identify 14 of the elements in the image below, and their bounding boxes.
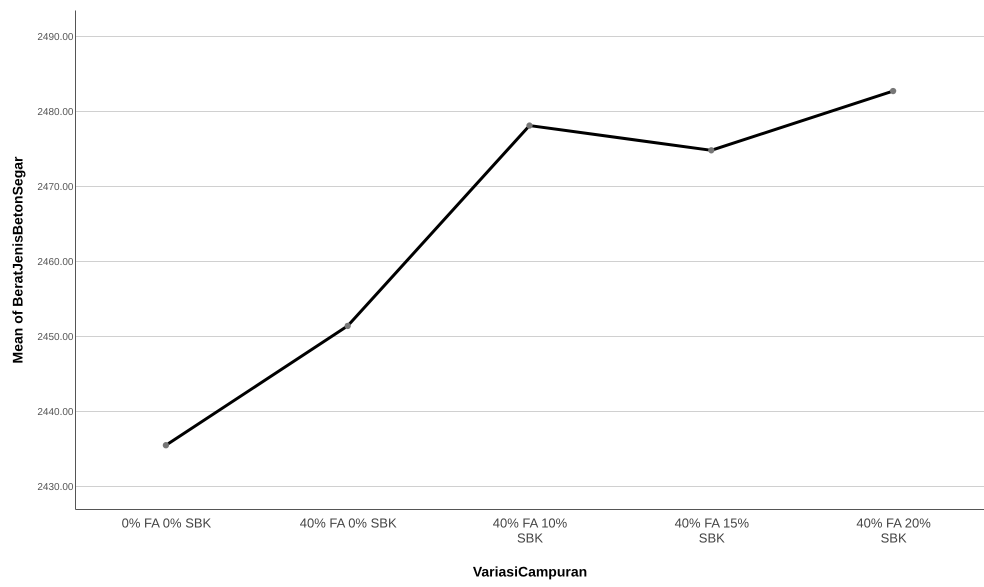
y-tick-label: 2480.00 — [37, 106, 74, 118]
y-axis-title: Mean of BeratJenisBetonSegar — [9, 156, 26, 364]
x-axis-title: VariasiCampuran — [472, 564, 588, 580]
y-tick-label: 2430.00 — [37, 482, 74, 493]
x-tick-label: 40% FA 15% SBK — [674, 516, 750, 546]
y-tick-label: 2490.00 — [37, 32, 74, 43]
y-tick-label: 2440.00 — [37, 406, 74, 418]
x-tick-label: 0% FA 0% SBK — [122, 516, 212, 530]
x-tick-label: 40% FA 10% SBK — [492, 516, 568, 546]
x-tick-label: 40% FA 20% SBK — [856, 516, 932, 546]
x-tick-label: 40% FA 0% SBK — [300, 516, 397, 530]
y-tick-label: 2460.00 — [37, 256, 74, 268]
y-tick-label: 2450.00 — [37, 332, 74, 343]
y-tick-label: 2470.00 — [37, 182, 74, 193]
